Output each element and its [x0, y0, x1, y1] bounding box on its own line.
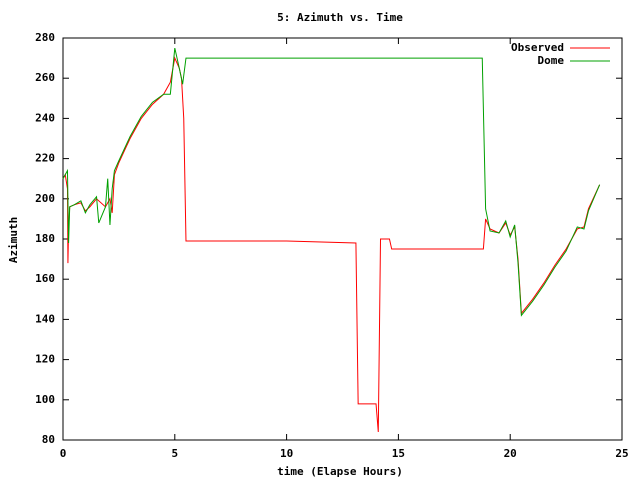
x-tick-label: 15	[392, 447, 405, 460]
x-tick-label: 10	[280, 447, 293, 460]
x-tick-label: 0	[60, 447, 67, 460]
y-tick-label: 140	[35, 312, 55, 325]
y-tick-label: 100	[35, 393, 55, 406]
y-tick-label: 280	[35, 31, 55, 44]
y-tick-label: 160	[35, 272, 55, 285]
x-tick-label: 25	[615, 447, 628, 460]
x-tick-label: 20	[504, 447, 517, 460]
x-tick-label: 5	[171, 447, 178, 460]
y-axis-label: Azimuth	[7, 217, 20, 263]
y-tick-label: 260	[35, 71, 55, 84]
y-tick-label: 180	[35, 232, 55, 245]
legend-label: Observed	[511, 41, 564, 54]
legend-label: Dome	[538, 54, 565, 67]
y-tick-label: 200	[35, 192, 55, 205]
plot-frame	[62, 37, 623, 441]
y-tick-label: 220	[35, 152, 55, 165]
y-tick-label: 80	[42, 433, 55, 446]
x-axis-label: time (Elapse Hours)	[277, 465, 403, 478]
y-tick-label: 240	[35, 111, 55, 124]
chart-title: 5: Azimuth vs. Time	[277, 11, 403, 24]
data-line	[62, 47, 601, 317]
y-tick-label: 120	[35, 353, 55, 366]
